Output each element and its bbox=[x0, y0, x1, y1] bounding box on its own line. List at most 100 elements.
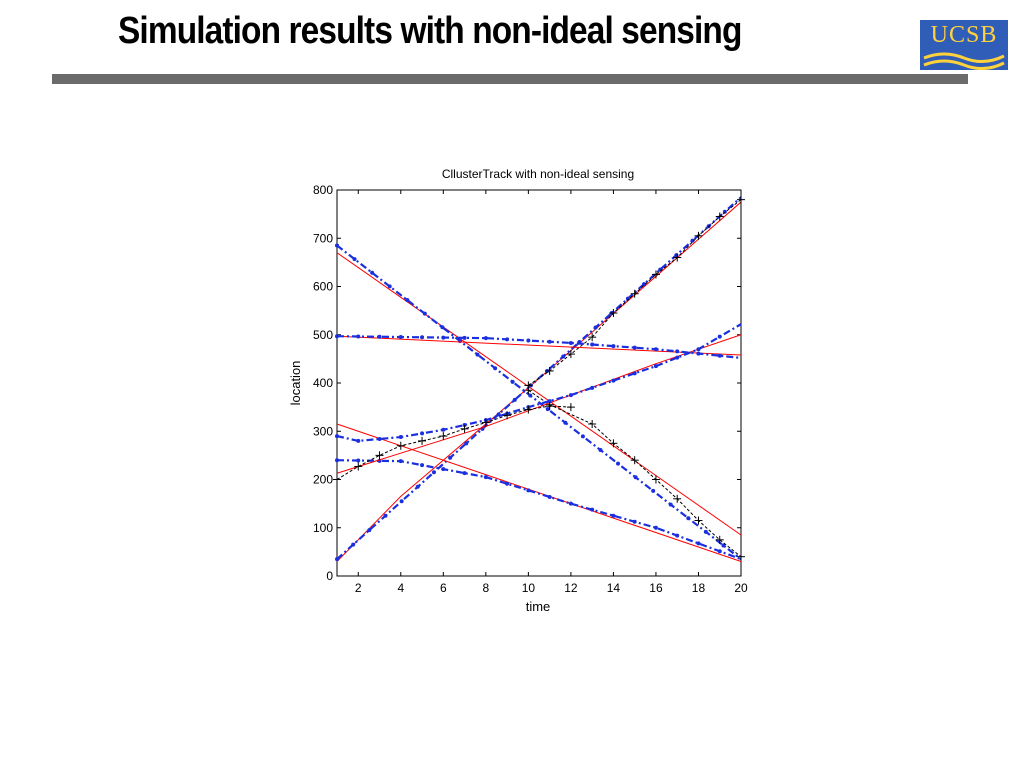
estimate-point bbox=[464, 441, 469, 446]
x-tick-label: 8 bbox=[482, 581, 489, 595]
estimate-point bbox=[653, 347, 658, 352]
estimate-point bbox=[598, 448, 603, 453]
chart-title: CllusterTrack with non-ideal sensing bbox=[442, 167, 634, 181]
estimate-point bbox=[547, 339, 552, 344]
estimate-point bbox=[651, 488, 656, 493]
estimate-point bbox=[367, 528, 372, 533]
series-estimate bbox=[335, 458, 742, 561]
x-axis-label: time bbox=[526, 599, 551, 614]
estimate-point bbox=[547, 494, 552, 499]
y-tick-label: 800 bbox=[313, 183, 333, 197]
estimate-point bbox=[335, 334, 339, 339]
estimate-point bbox=[377, 334, 382, 339]
estimate-point bbox=[675, 355, 680, 360]
estimate-point bbox=[568, 501, 573, 506]
estimate-point bbox=[580, 434, 585, 439]
estimate-point bbox=[398, 435, 403, 440]
estimate-point bbox=[717, 334, 722, 339]
y-tick-label: 600 bbox=[313, 280, 333, 294]
estimate-point bbox=[405, 298, 410, 303]
logo-text: UCSB bbox=[930, 22, 998, 48]
y-tick-label: 300 bbox=[313, 424, 333, 438]
estimate-point bbox=[528, 393, 533, 398]
estimate-point bbox=[703, 529, 708, 534]
true-track-line bbox=[336, 252, 742, 536]
estimate-point bbox=[493, 366, 498, 371]
estimate-point bbox=[420, 463, 425, 468]
estimate-point bbox=[399, 499, 404, 504]
estimate-point bbox=[356, 334, 361, 339]
y-tick-label: 0 bbox=[326, 569, 333, 583]
location-time-chart: CllusterTrack with non-ideal sensing 2 4 6… bbox=[288, 167, 748, 614]
estimate-point bbox=[398, 459, 403, 464]
x-tick-label: 18 bbox=[692, 581, 706, 595]
x-tick-label: 4 bbox=[397, 581, 404, 595]
estimate-point bbox=[335, 458, 339, 463]
estimate-point bbox=[611, 344, 616, 349]
estimate-point bbox=[448, 455, 453, 460]
estimate-point bbox=[668, 502, 673, 507]
estimate-point bbox=[510, 379, 515, 384]
estimate-point bbox=[675, 349, 680, 354]
y-tick-label: 700 bbox=[313, 231, 333, 245]
estimate-point bbox=[696, 541, 701, 546]
estimate-point bbox=[431, 470, 436, 475]
estimate-point bbox=[512, 397, 517, 402]
true-track-line bbox=[336, 335, 742, 356]
y-axis-label: location bbox=[288, 361, 303, 406]
series-track bbox=[333, 402, 575, 484]
estimate-point bbox=[590, 385, 595, 390]
plot-frame bbox=[336, 189, 742, 577]
series-layer bbox=[333, 195, 745, 562]
estimate-point bbox=[377, 436, 382, 441]
estimate-point bbox=[335, 557, 339, 562]
estimate-point bbox=[561, 354, 566, 359]
x-tick-label: 10 bbox=[522, 581, 536, 595]
series-true bbox=[336, 335, 742, 356]
estimate-point bbox=[526, 488, 531, 493]
estimate-point bbox=[632, 345, 637, 350]
series-track bbox=[524, 195, 745, 390]
slide-title: Simulation results with non-ideal sensin… bbox=[118, 10, 742, 52]
logo-wave-icon bbox=[923, 52, 1005, 70]
estimate-point bbox=[356, 438, 361, 443]
estimate-point bbox=[616, 461, 621, 466]
series-true bbox=[336, 252, 742, 536]
estimate-point bbox=[398, 335, 403, 340]
estimate-point bbox=[611, 378, 616, 383]
estimate-point bbox=[653, 364, 658, 369]
estimate-point bbox=[422, 311, 427, 316]
estimate-point bbox=[383, 513, 388, 518]
estimate-point bbox=[568, 340, 573, 345]
estimate-point bbox=[483, 475, 488, 480]
estimate-point bbox=[568, 393, 573, 398]
estimate-point bbox=[696, 347, 701, 352]
x-tick-label: 20 bbox=[734, 581, 748, 595]
estimate-point bbox=[593, 325, 598, 330]
estimate-point bbox=[415, 484, 420, 489]
estimate-point bbox=[441, 427, 446, 432]
estimate-point bbox=[335, 243, 339, 248]
estimate-point bbox=[633, 475, 638, 480]
estimate-point bbox=[505, 481, 510, 486]
estimate-point bbox=[696, 351, 701, 356]
estimate-point bbox=[563, 420, 568, 425]
estimate-point bbox=[686, 516, 691, 521]
x-tick-label: 16 bbox=[649, 581, 663, 595]
estimated-track-line bbox=[336, 244, 742, 560]
series-estimate bbox=[335, 243, 742, 560]
estimate-point bbox=[483, 336, 488, 341]
estimate-point bbox=[420, 431, 425, 436]
y-tick-label: 200 bbox=[313, 473, 333, 487]
estimate-point bbox=[611, 513, 616, 518]
estimate-point bbox=[653, 525, 658, 530]
estimate-point bbox=[440, 325, 445, 330]
estimate-point bbox=[420, 335, 425, 340]
estimate-point bbox=[590, 342, 595, 347]
estimate-point bbox=[632, 519, 637, 524]
estimate-point bbox=[717, 353, 722, 358]
estimate-point bbox=[462, 471, 467, 476]
cluster-track-line bbox=[336, 405, 571, 480]
estimate-point bbox=[335, 434, 339, 439]
estimate-point bbox=[721, 543, 726, 548]
